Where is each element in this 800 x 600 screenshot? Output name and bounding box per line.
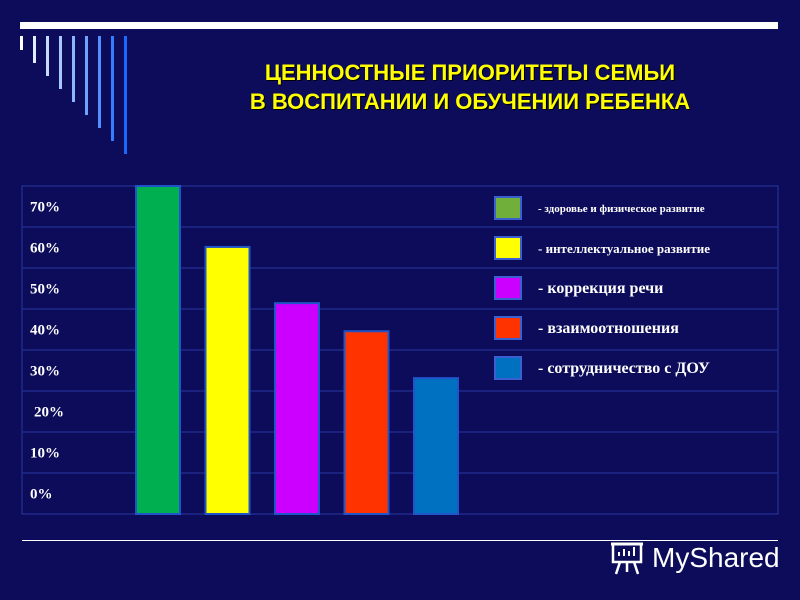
legend-label: - сотрудничество с ДОУ (538, 360, 710, 377)
bar (413, 377, 459, 515)
decorative-stripe (85, 36, 88, 115)
decorative-stripe (111, 36, 114, 141)
decorative-stripe (98, 36, 101, 128)
bottom-rule (22, 540, 778, 541)
decorative-stripe (46, 36, 49, 76)
bar (135, 185, 181, 515)
decorative-stripe (20, 36, 23, 50)
legend-swatch (494, 276, 522, 300)
legend-item: - взаимоотношения (494, 316, 794, 342)
legend-item: - интеллектуальное развитие (494, 236, 794, 262)
legend-swatch (494, 236, 522, 260)
y-tick-label: 50% (30, 282, 60, 298)
top-rule (20, 22, 778, 29)
legend-item: - здоровье и физическое развитие (494, 196, 794, 222)
y-tick-label: 40% (30, 323, 60, 339)
myshared-logo: MyShared (610, 538, 790, 578)
watermark-text: MyShared (652, 542, 780, 573)
decorative-stripes (20, 36, 127, 154)
decorative-stripe (72, 36, 75, 102)
y-tick-label: 70% (30, 200, 60, 216)
legend-item: - сотрудничество с ДОУ (494, 356, 794, 382)
bar (274, 302, 320, 515)
legend-label: - коррекция речи (538, 280, 664, 297)
legend-swatch (494, 196, 522, 220)
y-tick-label: 0% (30, 487, 53, 503)
y-tick-label: 10% (30, 446, 60, 462)
legend-label: - интеллектуальное развитие (538, 241, 711, 256)
legend-swatch (494, 316, 522, 340)
y-tick-label: 60% (30, 241, 60, 257)
legend-label: - здоровье и физическое развитие (538, 203, 705, 215)
title-line-1: ЦЕННОСТНЫЕ ПРИОРИТЕТЫ СЕМЬИ (264, 60, 676, 85)
bar (343, 330, 390, 515)
decorative-stripe (124, 36, 127, 154)
y-tick-label: 30% (30, 364, 60, 380)
legend-label: - взаимоотношения (538, 320, 679, 337)
bar (204, 245, 251, 516)
presentation-icon (611, 542, 643, 575)
title-line-2: В ВОСПИТАНИИ И ОБУЧЕНИИ РЕБЕНКА (249, 89, 691, 114)
y-tick-label: 20% (34, 405, 64, 421)
legend-swatch (494, 356, 522, 380)
legend-item: - коррекция речи (494, 276, 794, 302)
decorative-stripe (33, 36, 36, 63)
decorative-stripe (59, 36, 62, 89)
slide-title: ЦЕННОСТНЫЕ ПРИОРИТЕТЫ СЕМЬИ В ВОСПИТАНИИ… (150, 58, 790, 116)
